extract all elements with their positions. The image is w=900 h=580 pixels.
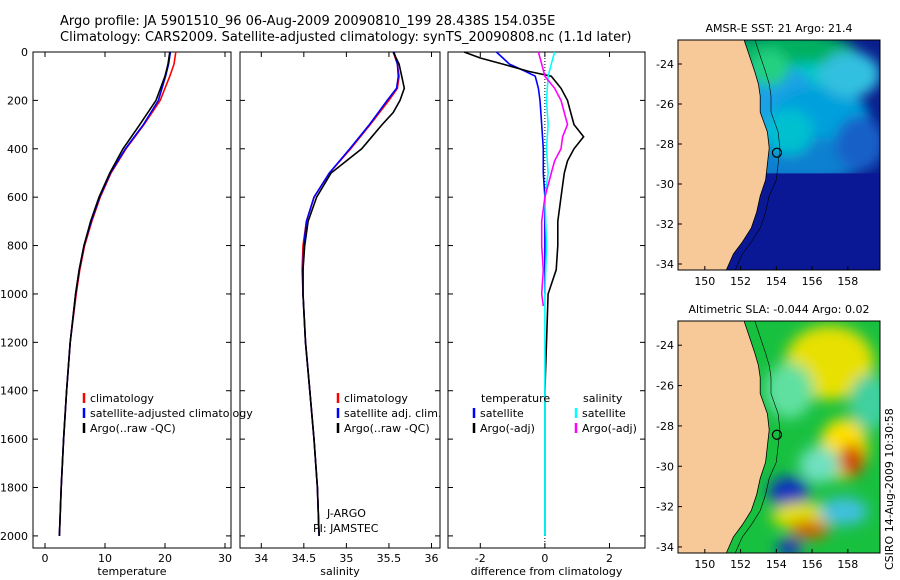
y-tick-label: -32	[656, 501, 674, 514]
legend-entry: Argo(-adj)	[480, 422, 535, 435]
series-line	[537, 51, 569, 307]
map-body	[678, 40, 880, 270]
sla-patch	[839, 443, 864, 477]
x-tick-label: -2	[475, 552, 486, 565]
x-tick-label: 158	[837, 558, 858, 571]
series-line	[302, 51, 406, 536]
x-tick-label: 150	[694, 558, 715, 571]
argo-marker	[771, 147, 783, 158]
x-axis-label: temperature	[97, 565, 166, 578]
sla-patch	[849, 374, 880, 431]
legend-entry: Argo(..raw -QC)	[344, 422, 430, 435]
x-tick-label: 158	[837, 275, 858, 288]
y-tick-label: 1800	[0, 482, 28, 495]
x-tick-label: 36	[424, 552, 438, 565]
y-tick-label: -24	[656, 58, 674, 71]
argo-marker	[771, 429, 783, 440]
legend-entry: satellite	[480, 407, 524, 420]
y-tick-label: 800	[7, 240, 28, 253]
x-tick-label: 34.5	[292, 552, 317, 565]
x-tick-label: 35	[339, 552, 353, 565]
sla-blobs	[764, 325, 880, 553]
y-tick-label: 2000	[0, 530, 28, 543]
x-tick-label: 154	[766, 558, 787, 571]
x-tick-label: 0	[541, 552, 548, 565]
legend-entry: Argo(-adj)	[582, 422, 637, 435]
y-tick-label: 1000	[0, 288, 28, 301]
x-tick-label: 30	[218, 552, 232, 565]
x-tick-label: 152	[730, 558, 751, 571]
x-axis-label: difference from climatology	[471, 565, 623, 578]
x-tick-label: 154	[766, 275, 787, 288]
y-tick-label: 400	[7, 143, 28, 156]
plot-frame	[239, 51, 441, 549]
climatology-subtitle: Climatology: CARS2009. Satellite-adjuste…	[60, 30, 632, 45]
y-tick-label: -24	[656, 339, 674, 352]
sla-patch	[789, 520, 830, 540]
map-title: Altimetric SLA: -0.044 Argo: 0.02	[689, 303, 870, 316]
series-line	[58, 51, 171, 536]
sla-patch	[764, 362, 814, 419]
map-frame	[677, 39, 881, 271]
x-tick-label: 156	[802, 558, 823, 571]
y-tick-label: -32	[656, 218, 674, 231]
y-tick-label: -28	[656, 138, 674, 151]
annotation: J-ARGO	[326, 507, 366, 520]
map-title: AMSR-E SST: 21 Argo: 21.4	[705, 22, 852, 35]
sla-patch	[776, 539, 802, 553]
land-mass	[678, 321, 770, 553]
y-tick-label: 0	[21, 46, 28, 59]
x-tick-label: 34	[254, 552, 268, 565]
y-tick-label: -26	[656, 98, 674, 111]
shelf-contour	[734, 40, 781, 270]
y-tick-label: -26	[656, 380, 674, 393]
x-tick-label: 156	[802, 275, 823, 288]
legend-entry: Argo(..raw -QC)	[90, 422, 176, 435]
legend-entry: satellite	[582, 407, 626, 420]
plot-frame	[32, 51, 232, 549]
y-tick-label: -34	[656, 258, 674, 271]
x-tick-label: 0	[42, 552, 49, 565]
x-tick-label: 2	[606, 552, 613, 565]
x-tick-label: 152	[730, 275, 751, 288]
legend-entry: salinity	[583, 392, 623, 405]
y-tick-label: 1400	[0, 385, 28, 398]
y-tick-label: -28	[656, 420, 674, 433]
sst-patch	[819, 51, 880, 98]
plot-frame	[447, 51, 646, 549]
y-tick-label: 200	[7, 94, 28, 107]
legend-entry: satellite-adjusted climatology	[90, 407, 253, 420]
legend-entry: climatology	[344, 392, 408, 405]
legend-entry: temperature	[481, 392, 550, 405]
annotation: PI: JAMSTEC	[313, 522, 379, 535]
y-tick-label: 600	[7, 191, 28, 204]
y-tick-label: -34	[656, 541, 674, 554]
sst-patch	[835, 115, 880, 172]
y-tick-label: -30	[656, 178, 674, 191]
y-tick-label: 1200	[0, 336, 28, 349]
sla-patch	[819, 497, 868, 526]
x-axis-label: salinity	[320, 565, 360, 578]
land-mass	[678, 40, 770, 270]
sla-patch	[799, 446, 840, 484]
y-tick-label: 1600	[0, 433, 28, 446]
x-tick-label: 10	[98, 552, 112, 565]
x-tick-label: 150	[694, 275, 715, 288]
sst-patch	[748, 49, 790, 86]
sst-blobs	[718, 40, 880, 183]
profile-title: Argo profile: JA 5901510_96 06-Aug-2009 …	[60, 14, 556, 29]
legend-entry: satellite adj. clim.	[344, 407, 441, 420]
x-tick-label: 35.5	[377, 552, 402, 565]
sst-patch	[764, 109, 814, 155]
map-body	[678, 321, 880, 553]
shelf-contour	[734, 321, 781, 553]
map-frame	[677, 320, 881, 554]
legend-entry: climatology	[90, 392, 154, 405]
y-tick-label: -30	[656, 460, 674, 473]
x-tick-label: 20	[158, 552, 172, 565]
sla-patch	[768, 476, 810, 509]
